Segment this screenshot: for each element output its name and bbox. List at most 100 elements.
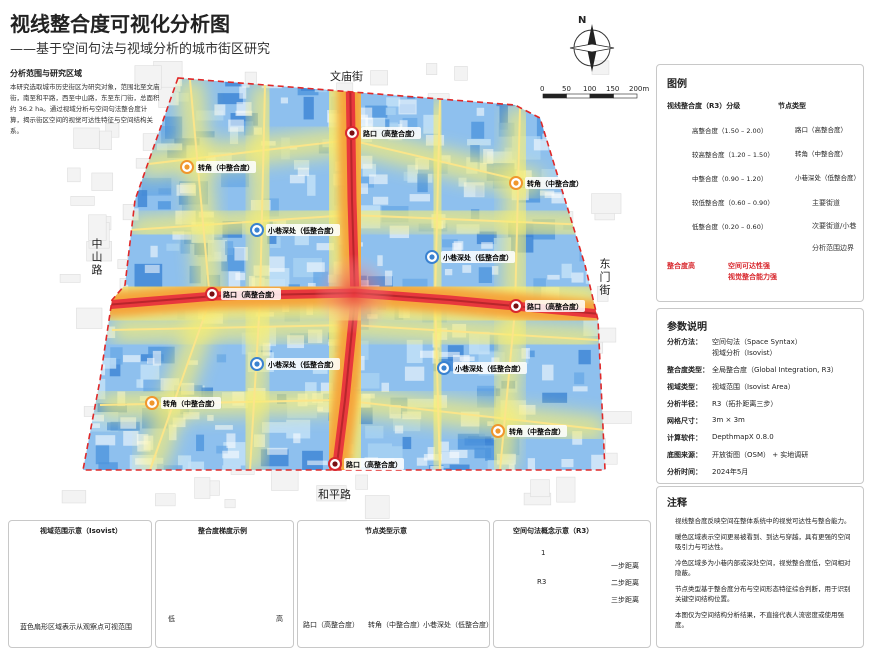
heat-cell xyxy=(156,143,183,151)
building xyxy=(316,485,347,502)
heat-cell xyxy=(196,434,205,452)
legend-arrow-to: 空间可达性强 xyxy=(728,262,770,270)
node-marker-center xyxy=(149,400,155,406)
block xyxy=(409,194,431,202)
panel-title: 空间句法概念示意（R3） xyxy=(513,527,594,535)
heat-cell xyxy=(591,133,605,155)
block xyxy=(228,119,244,132)
block xyxy=(381,382,390,392)
legend-node-label: 转角（中整合度） xyxy=(795,150,847,158)
scale-label: 50 xyxy=(562,85,571,93)
block xyxy=(544,192,562,199)
block xyxy=(123,355,141,363)
panel-caption: 小巷深处（低整合度） xyxy=(423,621,493,629)
legend-subtitle: 节点类型 xyxy=(778,102,806,110)
block xyxy=(239,86,247,99)
heat-cell xyxy=(542,392,568,403)
node-label: 路口（高整合度） xyxy=(527,302,583,311)
block xyxy=(87,423,100,428)
node-label: 路口（高整合度） xyxy=(363,129,419,138)
building xyxy=(454,66,468,81)
param-value: 视域范围（Isovist Area） xyxy=(712,383,795,391)
colorbar-high: 高 xyxy=(276,615,283,623)
block xyxy=(152,350,162,366)
heat-cell xyxy=(476,231,497,245)
heat-cell xyxy=(225,241,234,256)
block xyxy=(561,459,574,468)
block xyxy=(98,286,109,299)
node-label-bg xyxy=(161,397,221,409)
block xyxy=(267,447,288,455)
block xyxy=(144,264,160,274)
street-label: 东门街 xyxy=(598,258,611,297)
block xyxy=(226,433,236,449)
node-marker-center xyxy=(441,365,447,371)
concept-center: R3 xyxy=(537,578,547,586)
node-marker-center xyxy=(332,461,338,467)
param-label: 分析半径： xyxy=(667,400,702,408)
block xyxy=(297,167,310,177)
heat-cell xyxy=(594,131,605,152)
heat-cell xyxy=(577,131,593,144)
note-text: 本图仅为空间结构分析结果，不直接代表人流密度或使用强度。 xyxy=(675,611,844,629)
panel-title: 视域范围示意（Isovist） xyxy=(40,527,123,535)
heat-cell xyxy=(556,147,571,157)
legend-panel xyxy=(656,64,864,302)
node-marker-center xyxy=(513,303,519,309)
block xyxy=(551,193,567,204)
legend-grade-label: 中整合度（0.90 – 1.20） xyxy=(692,175,768,183)
block xyxy=(95,435,116,446)
node-label: 路口（高整合度） xyxy=(223,290,279,299)
heat-cell xyxy=(442,239,458,248)
note-text: 视线整合度反映空间在整体系统中的视觉可达性与整合能力。 xyxy=(675,517,851,525)
block xyxy=(147,357,155,364)
node-marker-center xyxy=(429,254,435,260)
heat-cell xyxy=(163,465,183,470)
subtitle: ——基于空间句法与视域分析的城市街区研究 xyxy=(10,42,271,57)
block xyxy=(463,182,485,198)
block xyxy=(84,294,96,309)
building xyxy=(600,411,632,424)
gradient-panel xyxy=(155,520,294,648)
panel-title: 整合度梯度示例 xyxy=(198,527,247,535)
block xyxy=(572,386,588,392)
node-marker-center xyxy=(209,291,215,297)
ring-label: 一步距离 xyxy=(611,562,639,570)
param-value: DepthmapX 0.8.0 xyxy=(712,433,774,441)
heat-cell xyxy=(391,446,403,468)
heat-cell xyxy=(471,121,485,139)
scale-bar xyxy=(613,93,638,99)
heat-cell xyxy=(474,447,492,459)
heat-cell xyxy=(243,121,254,136)
building xyxy=(59,274,81,283)
block xyxy=(452,242,462,256)
scale-label: 150 xyxy=(606,85,620,93)
param-value: 视域分析（Isovist） xyxy=(712,349,777,357)
heat-cell xyxy=(574,372,585,385)
heat-cell xyxy=(558,103,584,116)
node-label-bg xyxy=(453,362,527,374)
heat-cell xyxy=(95,444,110,465)
panel-caption: 蓝色扇形区域表示从观察点可视范围 xyxy=(20,623,132,631)
building xyxy=(99,130,112,150)
block xyxy=(207,414,214,421)
heat-cell xyxy=(477,385,496,408)
block xyxy=(136,434,149,445)
block xyxy=(404,366,425,381)
building xyxy=(224,499,236,509)
block xyxy=(398,99,417,115)
node-marker-center xyxy=(254,361,260,367)
legend-grade-label: 较高整合度（1.20 – 1.50） xyxy=(692,151,774,159)
legend-grade-label: 低整合度（0.20 – 0.60） xyxy=(692,223,768,231)
building xyxy=(556,476,576,503)
notes-panel xyxy=(656,486,864,648)
scale-bar xyxy=(589,93,614,99)
study-boundary xyxy=(82,77,606,471)
heat-cell xyxy=(137,190,148,208)
block xyxy=(483,149,494,165)
building xyxy=(364,495,390,519)
node-marker-center xyxy=(184,164,190,170)
block xyxy=(573,162,586,170)
legend-arrow-to: 视觉整合能力强 xyxy=(728,273,777,281)
heat-cell xyxy=(568,105,591,127)
